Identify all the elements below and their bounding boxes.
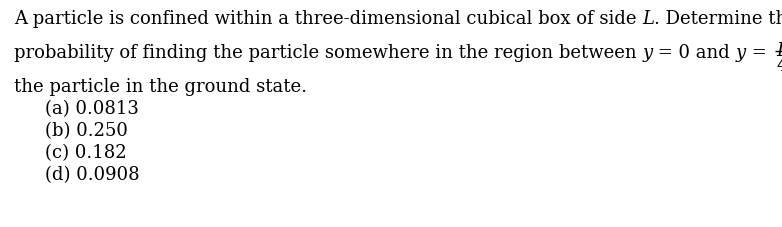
Text: (c) 0.182: (c) 0.182 (45, 143, 127, 161)
Text: y: y (642, 44, 652, 62)
Text: 4: 4 (777, 57, 782, 75)
Text: the particle in the ground state.: the particle in the ground state. (14, 78, 307, 96)
Text: (b) 0.250: (b) 0.250 (45, 121, 128, 139)
Text: L: L (777, 42, 782, 60)
Text: . Determine the: . Determine the (655, 10, 782, 28)
Text: =: = (746, 44, 773, 62)
Text: y: y (736, 44, 746, 62)
Text: L: L (642, 10, 655, 28)
Text: = 0 and: = 0 and (652, 44, 736, 62)
Text: (a) 0.0813: (a) 0.0813 (45, 100, 139, 118)
Text: probability of finding the particle somewhere in the region between: probability of finding the particle some… (14, 44, 642, 62)
Text: A particle is confined within a three-dimensional cubical box of side: A particle is confined within a three-di… (14, 10, 642, 28)
Text: (d) 0.0908: (d) 0.0908 (45, 165, 140, 183)
